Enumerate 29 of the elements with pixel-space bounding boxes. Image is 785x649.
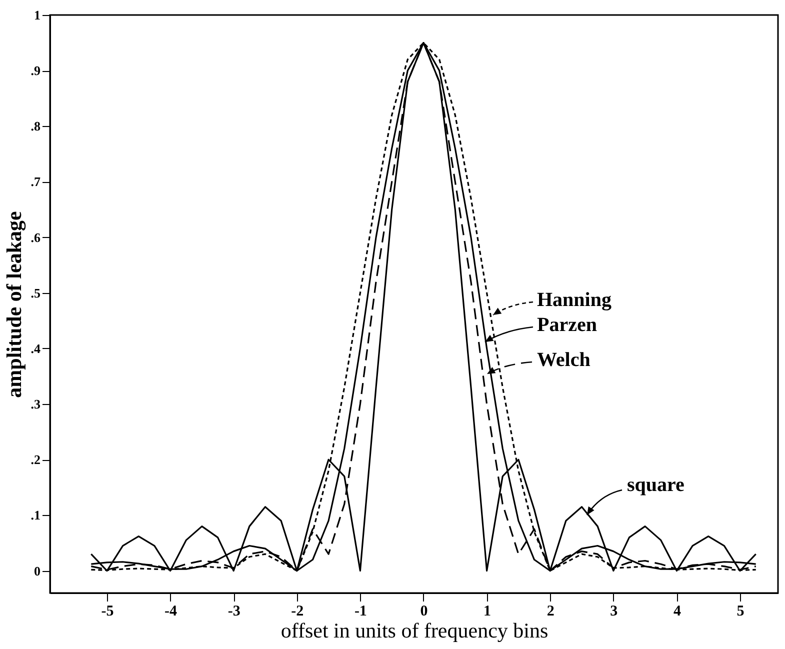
- y-tick-label: 0: [34, 563, 40, 578]
- x-tick-label: -3: [228, 604, 240, 620]
- line-series: [90, 42, 757, 572]
- y-tick-label: .8: [30, 118, 41, 134]
- x-tick-label: 2: [546, 604, 554, 620]
- y-tick-label: .1: [30, 508, 40, 523]
- y-tick-label: .7: [30, 174, 41, 190]
- x-tick-label: -5: [101, 604, 114, 620]
- x-axis-title: offset in units of frequency bins: [280, 618, 548, 642]
- x-tick-label: 5: [736, 604, 744, 620]
- x-tick-label: 0: [420, 604, 428, 620]
- legend-label: Parzen: [537, 314, 597, 336]
- y-tick-label: .5: [30, 285, 41, 300]
- legend-label: Hanning: [537, 289, 612, 311]
- y-tick-label: .6: [30, 230, 41, 245]
- x-tick-label: 1: [484, 604, 492, 620]
- legend-label: Welch: [537, 349, 590, 371]
- y-tick-label: 1: [34, 8, 40, 22]
- series-label: square: [627, 474, 685, 496]
- y-axis-title: amplitude of leakage: [2, 211, 26, 398]
- x-tick-label: 4: [673, 604, 682, 620]
- x-tick-label: -1: [354, 604, 367, 620]
- y-tick-label: .9: [30, 63, 41, 78]
- x-tick-label: 3: [610, 604, 618, 620]
- x-tick-label: -4: [164, 604, 178, 620]
- y-tick-label: .3: [30, 396, 41, 412]
- y-tick-label: .2: [30, 452, 40, 468]
- x-tick-label: -2: [291, 604, 304, 620]
- y-tick-label: .4: [30, 340, 41, 356]
